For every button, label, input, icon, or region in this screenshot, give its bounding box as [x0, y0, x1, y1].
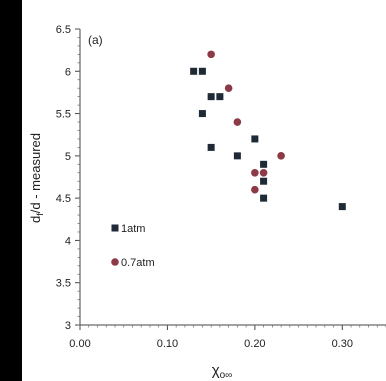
y-tick-label: 4 — [65, 235, 71, 247]
x-axis-label: χo∞ — [212, 362, 233, 381]
tick-labels: 3 3.5 4 4.5 5 5.5 6 6.5 0.00 0.10 0.20 0.30 — [56, 24, 353, 350]
legend-marker-square — [111, 224, 119, 232]
data-point-circle — [224, 84, 233, 92]
legend-marker-circle — [111, 258, 119, 266]
panel-label: (a) — [88, 33, 103, 47]
y-tick-label: 5.5 — [56, 109, 71, 121]
data-point-square — [233, 152, 241, 160]
data-point-square — [190, 67, 198, 75]
y-tick-label: 5 — [65, 151, 71, 163]
x-tick-label: 0.20 — [244, 338, 265, 350]
data-point-circle — [251, 185, 259, 194]
x-tick-label: 0.30 — [332, 338, 353, 350]
y-tick-label: 6.5 — [56, 24, 71, 36]
data-point-square — [251, 135, 259, 143]
y-tick-label: 3.5 — [56, 278, 71, 290]
data-point-circle — [277, 152, 285, 160]
data-point-square — [207, 143, 215, 151]
data-points — [190, 50, 346, 211]
axes — [75, 28, 386, 330]
x-tick-label: 0.10 — [157, 338, 178, 350]
data-point-square — [338, 203, 346, 211]
scatter-chart: 3 3.5 4 4.5 5 5.5 6 6.5 0.00 0.10 0.20 0.30 1atm 0.7… — [28, 24, 386, 381]
legend: 1atm 0.7atm — [111, 223, 155, 269]
x-tick-label: 0.00 — [69, 338, 90, 350]
y-tick-label: 3 — [65, 320, 71, 332]
data-point-circle — [207, 50, 215, 59]
data-point-square — [260, 194, 268, 202]
legend-label: 1atm — [121, 223, 145, 235]
data-point-square — [207, 93, 215, 101]
y-axis-label: df/d - measured — [28, 133, 45, 223]
y-tick-label: 4.5 — [56, 193, 71, 205]
data-point-circle — [259, 168, 268, 177]
data-point-square — [260, 160, 268, 168]
data-point-circle — [233, 118, 242, 126]
data-point-square — [260, 177, 268, 185]
data-point-square — [198, 67, 206, 75]
data-point-square — [216, 93, 224, 101]
y-tick-label: 6 — [65, 66, 71, 78]
data-point-circle — [251, 168, 259, 177]
data-point-square — [198, 110, 206, 118]
chart-panel: 3 3.5 4 4.5 5 5.5 6 6.5 0.00 0.10 0.20 0.30 1atm 0.7… — [22, 0, 386, 381]
legend-label: 0.7atm — [121, 257, 155, 269]
